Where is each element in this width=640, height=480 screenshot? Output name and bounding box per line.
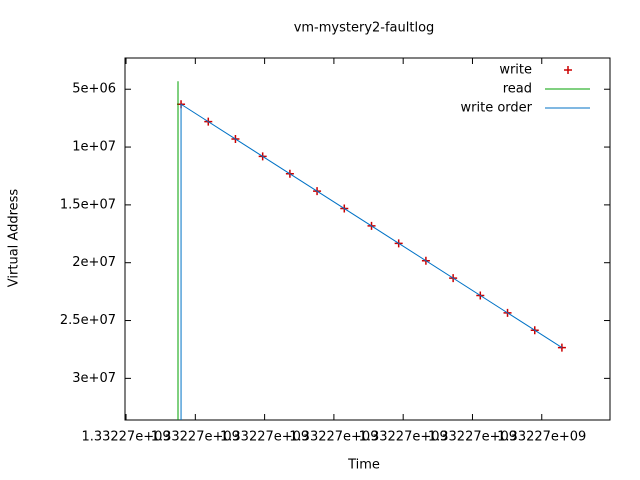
legend-swatch — [564, 66, 572, 74]
y-tick-label: 5e+06 — [72, 82, 116, 97]
x-tick-label: 1.33227e+09 — [428, 430, 517, 445]
x-tick-label: 1.33227e+09 — [497, 430, 586, 445]
y-tick-label: 2e+07 — [72, 255, 116, 270]
x-tick-label: 1.33227e+09 — [220, 430, 309, 445]
y-tick-label: 3e+07 — [72, 371, 116, 386]
plot-area — [177, 81, 566, 420]
chart-title: vm-mystery2-faultlog — [294, 21, 435, 36]
legend-label: read — [503, 82, 532, 97]
line — [180, 103, 563, 420]
y-tick-label: 1.5e+07 — [60, 197, 116, 212]
point — [557, 343, 566, 352]
x-tick-label: 1.33227e+09 — [81, 430, 170, 445]
x-tick-label: 1.33227e+09 — [289, 430, 378, 445]
y-tick-label: 2.5e+07 — [60, 313, 116, 328]
y-axis-label: Virtual Address — [7, 189, 22, 288]
y-tick-label: 1e+07 — [72, 140, 116, 155]
x-tick-label: 1.33227e+09 — [359, 430, 448, 445]
plot-border — [124, 57, 611, 421]
x-tick-label: 1.33227e+09 — [151, 430, 240, 445]
legend-label: write — [499, 63, 532, 78]
x-axis-label: Time — [347, 458, 380, 473]
legend-label: write order — [461, 101, 533, 116]
